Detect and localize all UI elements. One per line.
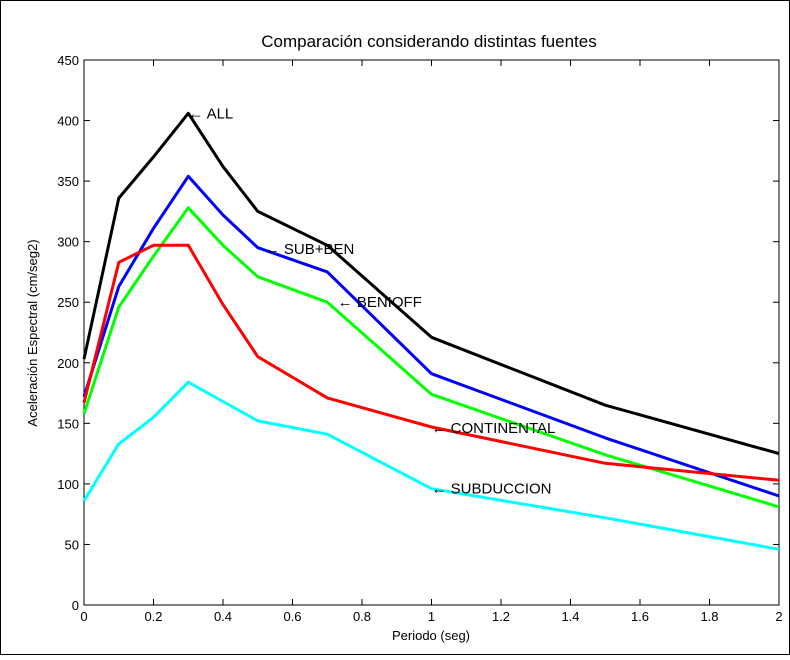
y-axis: 0 50 100 150 200 250 300 350 400 450 — [57, 53, 779, 613]
y-tick-label: 150 — [57, 416, 79, 431]
y-tick-label: 200 — [57, 356, 79, 371]
chart-title: Comparación considerando distintas fuent… — [261, 32, 596, 51]
x-axis: 0 0.2 0.4 0.6 0.8 1 1.2 1.4 1.6 1.8 2 — [80, 60, 783, 624]
x-tick-label: 1.4 — [561, 609, 579, 624]
y-tick-label: 100 — [57, 477, 79, 492]
annotation-label: ← BENIOFF — [338, 294, 422, 311]
y-tick-label: 300 — [57, 235, 79, 250]
annotation-layer: ← ALL ← SUB+BEN ← BENIOFF ← CONTINENTAL ← SU… — [188, 105, 555, 497]
x-tick-label: 2 — [775, 609, 782, 624]
series-line-benioff — [82, 206, 780, 509]
series-layer — [82, 111, 780, 551]
x-axis-label: Periodo (seg) — [392, 628, 470, 643]
x-tick-label: 1.2 — [492, 609, 510, 624]
y-tick-label: 0 — [72, 598, 79, 613]
annotation-label: ← SUB+BEN — [265, 241, 355, 258]
annotation-label: ← SUBDUCCION — [432, 481, 552, 498]
y-tick-label: 50 — [65, 537, 79, 552]
series-line-subduccion — [82, 380, 780, 551]
annotation-label: ← ALL — [188, 105, 233, 122]
series-line-all — [82, 111, 780, 456]
y-tick-label: 450 — [57, 53, 79, 68]
x-tick-label: 0.6 — [283, 609, 301, 624]
y-axis-label: Aceleración Espectral (cm/seg2) — [25, 239, 40, 426]
series-line-continental — [82, 243, 780, 482]
x-tick-label: 0.8 — [353, 609, 371, 624]
y-tick-label: 250 — [57, 295, 79, 310]
x-tick-label: 1.8 — [700, 609, 718, 624]
y-tick-label: 350 — [57, 174, 79, 189]
x-tick-label: 1 — [428, 609, 435, 624]
x-tick-label: 0 — [80, 609, 87, 624]
series-line-sub-ben — [82, 174, 780, 498]
x-tick-label: 1.6 — [631, 609, 649, 624]
annotation-label: ← CONTINENTAL — [432, 420, 556, 437]
x-tick-label: 0.2 — [144, 609, 162, 624]
y-tick-label: 400 — [57, 114, 79, 129]
x-tick-label: 0.4 — [214, 609, 232, 624]
